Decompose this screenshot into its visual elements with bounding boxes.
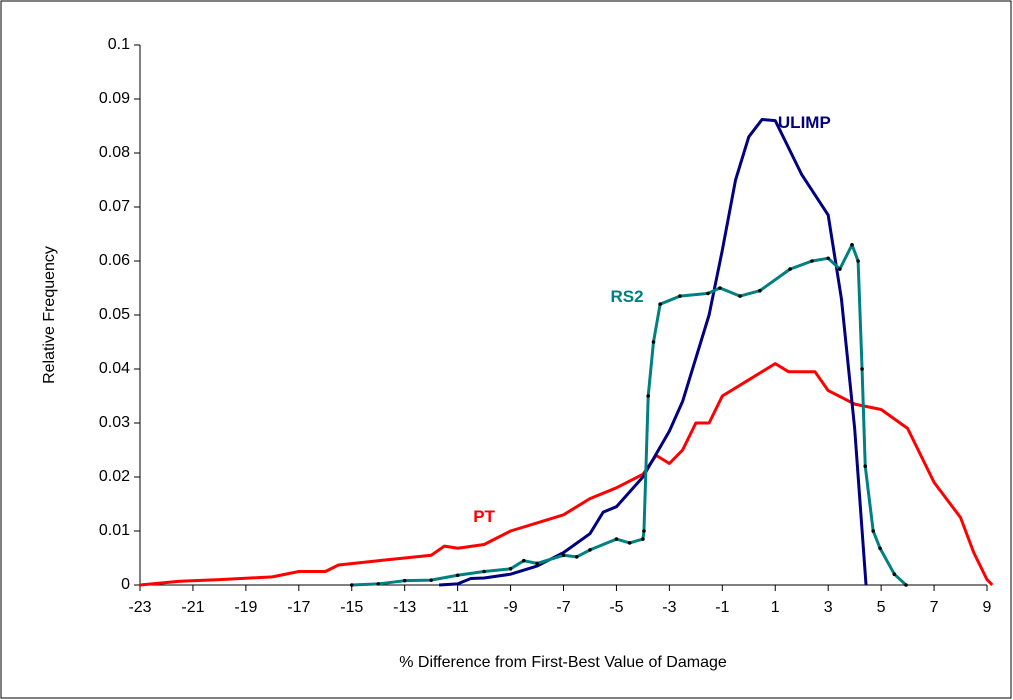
y-axis-label: Relative Frequency [41,246,58,384]
data-point [658,302,662,307]
series-label: RS2 [610,287,643,306]
series-line [439,118,868,587]
data-point [758,288,762,293]
y-tick-label: 0.07 [99,198,130,215]
data-point [838,267,842,271]
x-tick-label: -23 [128,599,151,616]
data-point [455,573,460,578]
data-point [561,553,566,558]
data-point [588,548,592,552]
x-tick-label: -7 [556,599,570,616]
data-point [856,259,860,263]
y-tick-label: 0.08 [99,144,130,161]
data-point [850,243,854,247]
data-point [642,529,646,533]
x-tick-label: -5 [609,599,623,616]
data-point [482,569,486,574]
y-tick-label: 0 [121,576,130,593]
data-point [521,558,526,563]
data-point [863,464,868,469]
data-point [738,294,742,298]
x-tick-label: 7 [930,599,939,616]
x-tick-label: -1 [715,599,729,616]
series-label: ULIMP [778,113,831,132]
series-label: PT [473,507,495,526]
y-tick-label: 0.02 [99,468,130,485]
x-tick-label: -13 [393,599,416,616]
y-tick-label: 0.09 [99,90,130,107]
data-point [860,367,864,371]
data-point [678,294,682,298]
data-point [508,567,513,571]
y-tick-label: 0.1 [108,36,130,53]
data-point [627,541,632,545]
y-tick-label: 0.06 [99,252,130,269]
x-tick-label: -17 [287,599,310,616]
data-point [706,291,710,296]
y-tick-label: 0.05 [99,306,130,323]
data-point [535,561,539,566]
data-point [614,537,619,541]
y-tick-label: 0.01 [99,522,130,539]
data-point [641,537,645,541]
x-tick-label: 9 [983,599,992,616]
data-point [826,256,830,261]
data-point [646,394,650,398]
data-point [892,572,897,576]
data-point [429,578,433,582]
x-tick-label: -21 [181,599,204,616]
data-point [810,259,814,263]
data-point [574,555,579,559]
data-point [349,583,354,587]
x-tick-label: 1 [771,599,780,616]
x-tick-label: 5 [877,599,886,616]
y-tick-label: 0.03 [99,414,130,431]
y-tick-label: 0.04 [99,360,130,377]
x-tick-label: -9 [503,599,517,616]
data-point [788,267,792,271]
x-axis-label: % Difference from First-Best Value of Da… [399,654,727,671]
data-point [402,578,407,583]
x-tick-label: -15 [340,599,363,616]
data-point [718,286,722,290]
data-point [871,529,875,533]
data-point [376,582,381,586]
x-tick-label: 3 [824,599,833,616]
data-point [878,546,882,551]
x-tick-label: -11 [447,599,469,616]
series-line [351,243,908,587]
data-point [904,583,908,587]
data-point [651,340,656,344]
x-tick-label: -3 [662,599,676,616]
x-tick-label: -19 [234,599,257,616]
